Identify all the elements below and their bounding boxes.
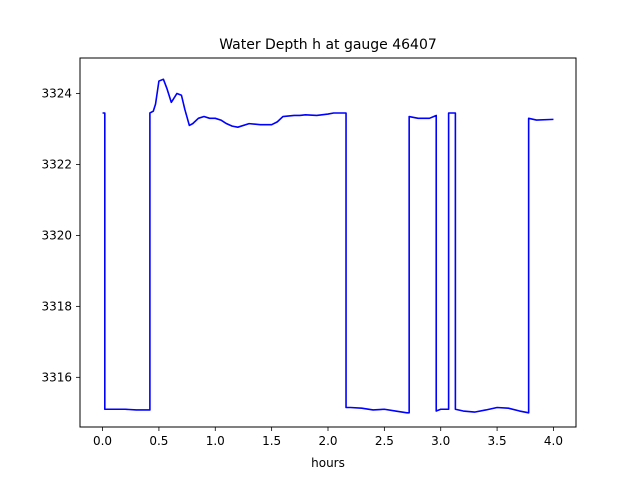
x-tick-label: 3.0 — [431, 434, 450, 448]
y-tick-label: 3322 — [41, 157, 72, 171]
series-layer — [102, 78, 554, 414]
x-tick-label: 3.5 — [488, 434, 507, 448]
x-tick-label: 4.0 — [544, 434, 563, 448]
y-tick-label: 3318 — [41, 299, 72, 313]
y-tick-label: 3316 — [41, 370, 72, 384]
x-tick-label: 2.5 — [375, 434, 394, 448]
x-tick-label: 1.0 — [206, 434, 225, 448]
x-tick-label: 2.0 — [318, 434, 337, 448]
x-axis-ticks: 0.0 0.5 1.0 1.5 2.0 2.5 3.0 3.5 4.0 — [93, 427, 563, 448]
chart-title: Water Depth h at gauge 46407 — [219, 37, 437, 53]
x-axis-label: hours — [311, 456, 345, 470]
y-tick-label: 3320 — [41, 228, 72, 242]
series-line-0 — [102, 78, 554, 414]
plot-background — [80, 58, 576, 427]
x-tick-label: 0.0 — [93, 434, 112, 448]
y-tick-label: 3324 — [41, 86, 72, 100]
x-tick-label: 1.5 — [262, 434, 281, 448]
y-axis-ticks: 3316 3318 3320 3322 3324 — [41, 86, 80, 384]
x-tick-label: 0.5 — [149, 434, 168, 448]
